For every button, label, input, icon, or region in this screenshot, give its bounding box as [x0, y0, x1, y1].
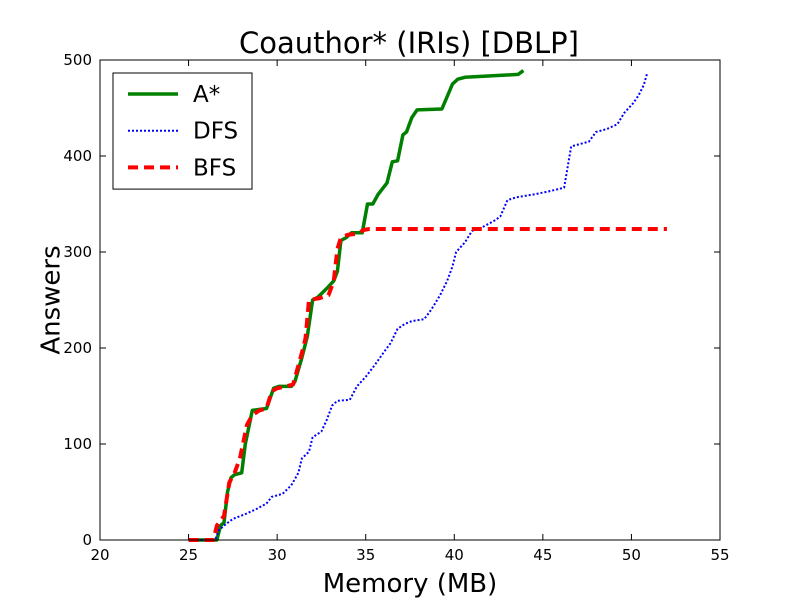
y-axis-title: Answers: [37, 245, 67, 354]
y-tick-label: 400: [63, 147, 92, 165]
x-tick-label: 40: [445, 546, 464, 564]
legend-label: A*: [193, 82, 220, 108]
x-tick-label: 20: [90, 546, 109, 564]
x-axis-title: Memory (MB): [323, 569, 498, 599]
legend-label: DFS: [193, 119, 238, 145]
y-tick-label: 500: [63, 51, 92, 69]
x-tick-label: 45: [533, 546, 552, 564]
legend-label: BFS: [193, 155, 236, 181]
y-tick-label: 0: [82, 531, 92, 549]
x-tick-label: 55: [710, 546, 729, 564]
y-tick-label: 300: [63, 243, 92, 261]
series-line-bfs: [188, 227, 667, 542]
x-tick-label: 25: [179, 546, 198, 564]
x-tick-label: 30: [268, 546, 287, 564]
series-line-a: [197, 69, 525, 542]
chart-title: Coauthor* (IRIs) [DBLP]: [239, 26, 579, 60]
y-tick-label: 100: [63, 435, 92, 453]
legend: A* DFS BFS: [112, 72, 253, 190]
y-tick-label: 200: [63, 339, 92, 357]
series-layer: [188, 69, 667, 542]
axis-ticks: 20 25 30 35 40 45 50 55 0 100 200 300 400 500: [63, 51, 729, 564]
x-tick-label: 35: [356, 546, 375, 564]
plot-frame: [99, 59, 721, 541]
series-line-dfs: [188, 72, 649, 541]
x-tick-label: 50: [622, 546, 641, 564]
